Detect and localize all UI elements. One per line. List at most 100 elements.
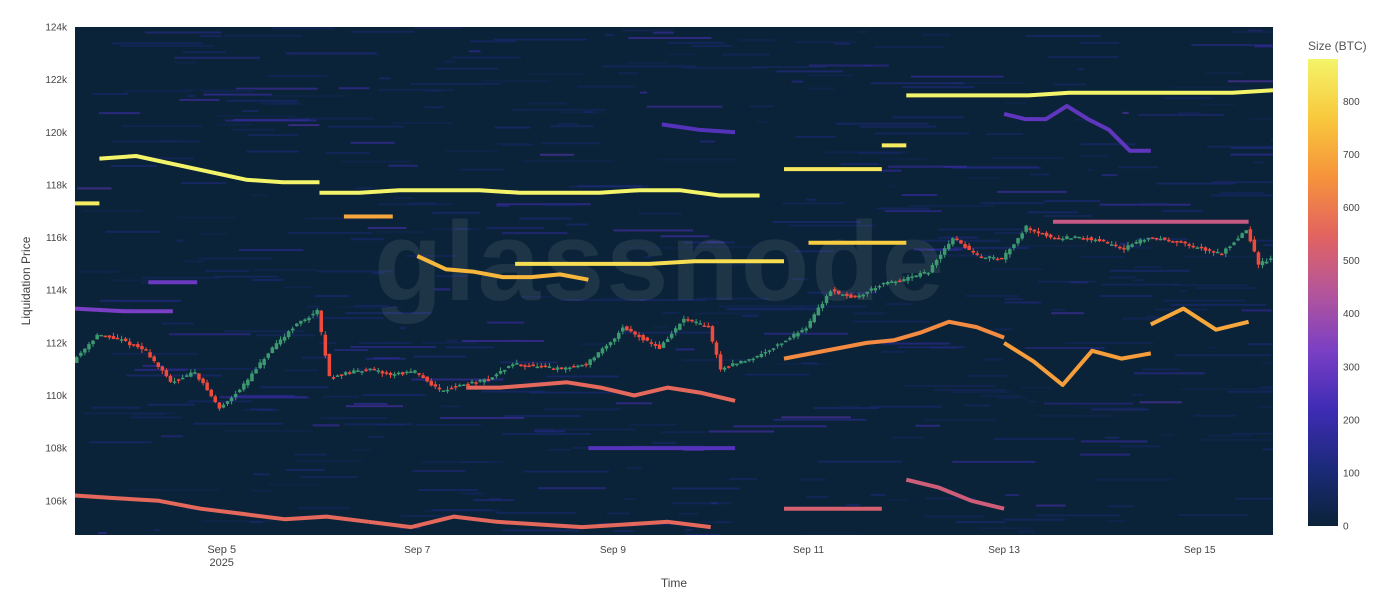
x-tick-label: Sep 13: [988, 545, 1020, 556]
heatmap-cell: [949, 390, 1012, 393]
heatmap-cell: [869, 405, 942, 408]
heatmap-cell: [739, 39, 775, 42]
heatmap-cell: [161, 435, 184, 438]
heatmap-cell: [92, 93, 128, 95]
candle-body: [539, 365, 543, 368]
heatmap-cell: [147, 403, 195, 406]
heatmap-cell: [1163, 299, 1246, 302]
heatmap-cell: [144, 31, 222, 34]
heatmap-cell: [1271, 138, 1273, 141]
candle-body: [132, 344, 136, 346]
candle-body: [1028, 228, 1032, 231]
candle-body: [755, 355, 759, 358]
colorbar-tick-label: 300: [1343, 362, 1360, 373]
liquidation-band: [368, 514, 711, 530]
candle-body: [678, 323, 682, 330]
heatmap-cell: [179, 98, 220, 101]
heatmap-cell: [482, 380, 491, 383]
y-axis-title: Liquidation Price: [19, 236, 33, 325]
candle-body: [926, 272, 931, 275]
heatmap-cell: [537, 487, 606, 490]
heatmap-cell: [955, 521, 1005, 524]
heatmap-cell: [424, 106, 444, 109]
heatmap-cell: [412, 469, 466, 472]
heatmap-cell: [337, 306, 403, 309]
heatmap-cell: [306, 305, 320, 308]
heatmap-cell: [321, 417, 387, 420]
heatmap-cell: [305, 317, 384, 320]
candle-body: [1024, 225, 1028, 232]
colorbar-tick-label: 600: [1343, 203, 1360, 214]
heatmap-cell: [502, 433, 591, 435]
candle-body: [295, 323, 299, 327]
candle-body: [592, 357, 596, 361]
heatmap-cell: [792, 278, 809, 281]
heatmap-cell: [1047, 56, 1119, 59]
candle-body: [564, 367, 568, 370]
heatmap-cell: [500, 361, 558, 364]
heatmap-cell: [1044, 402, 1133, 405]
candle-body: [1248, 229, 1253, 242]
heatmap-cell: [1211, 194, 1273, 197]
heatmap-cell: [817, 460, 902, 463]
heatmap-cell: [460, 461, 490, 463]
heatmap-cell: [1207, 145, 1273, 148]
heatmap-cell: [400, 515, 447, 517]
candle-body: [902, 279, 906, 282]
candle-body: [898, 280, 902, 282]
heatmap-cell: [880, 158, 928, 161]
candle-body: [792, 333, 796, 338]
candle-body: [180, 377, 185, 380]
heatmap-cell: [577, 85, 636, 88]
heatmap-cell: [628, 37, 712, 39]
candle-body: [1101, 239, 1106, 242]
heatmap-cell: [217, 123, 252, 126]
heatmap-cell: [694, 312, 762, 315]
heatmap-cell: [153, 529, 161, 531]
heatmap-cell: [741, 315, 759, 318]
candle-body: [466, 383, 470, 386]
heatmap-cell: [667, 41, 725, 44]
candle-body: [576, 365, 580, 368]
heatmap-cell: [193, 422, 283, 425]
heatmap-cell: [967, 374, 1007, 377]
heatmap-cell: [852, 320, 930, 323]
candle-body: [910, 276, 914, 278]
candle-body: [1264, 261, 1269, 264]
colorbar-tick-label: 0: [1343, 522, 1349, 533]
heatmap-cell: [695, 297, 770, 300]
heatmap-cell: [405, 254, 457, 257]
y-tick-label: 112k: [46, 338, 68, 349]
candle-body: [266, 353, 270, 358]
heatmap-cell: [640, 91, 647, 94]
candle-body: [739, 361, 743, 364]
candle-body: [551, 368, 556, 370]
heatmap-cell: [435, 275, 468, 278]
candle-body: [111, 336, 116, 339]
heatmap-cell: [523, 470, 609, 473]
heatmap-cell: [992, 157, 1063, 160]
heatmap-cell: [859, 125, 937, 128]
heatmap-cell: [772, 221, 862, 223]
heatmap-cell: [393, 197, 413, 199]
candle-body: [225, 401, 230, 404]
heatmap-cell: [1180, 388, 1273, 391]
candle-body: [934, 260, 939, 266]
candle-body: [633, 331, 637, 335]
heatmap-cell: [161, 322, 194, 325]
heatmap-cell: [691, 245, 756, 248]
heatmap-cell: [502, 232, 568, 235]
heatmap-cell: [345, 312, 433, 315]
candle-body: [1256, 252, 1261, 265]
candle-body: [861, 294, 865, 297]
heatmap-cell: [116, 300, 178, 303]
heatmap-cell: [367, 227, 407, 229]
heatmap-cell: [794, 41, 856, 44]
candle-body: [1020, 233, 1024, 239]
heatmap-cell: [639, 299, 707, 302]
heatmap-cell: [521, 295, 551, 298]
heatmap-cell: [808, 74, 854, 77]
colorbar-tick-label: 100: [1343, 468, 1360, 479]
candle-body: [547, 366, 552, 368]
heatmap-cell: [658, 259, 665, 262]
